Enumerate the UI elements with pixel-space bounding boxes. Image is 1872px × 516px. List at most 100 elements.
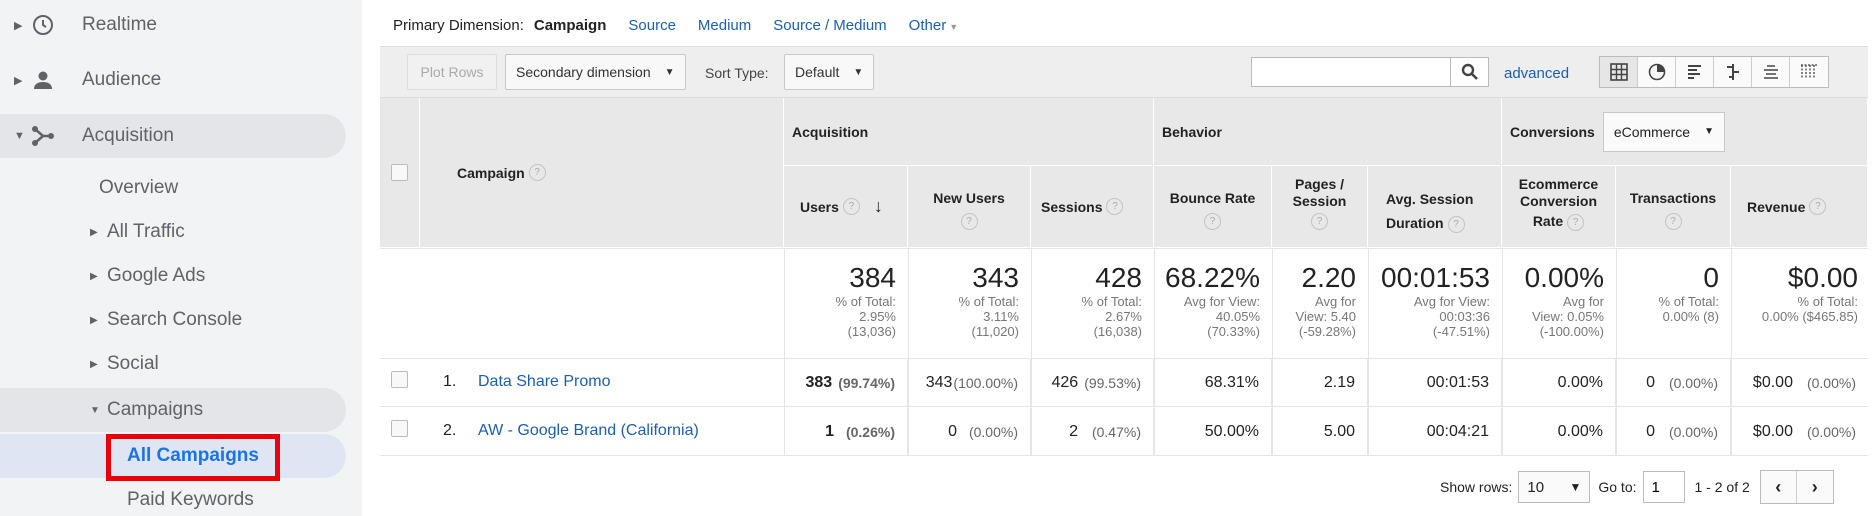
pivot-view-button[interactable] [1790, 57, 1828, 87]
column-divider [1154, 248, 1155, 456]
dimension-source[interactable]: Source [628, 16, 676, 34]
row-checkbox[interactable] [391, 420, 408, 437]
cell-users-pct: (99.74%) [838, 375, 895, 391]
nav-overview[interactable]: Overview [0, 166, 346, 210]
show-rows-select[interactable]: 10 ▼ [1518, 471, 1591, 503]
pages-session-header[interactable]: Pages / Session ? [1272, 166, 1368, 248]
total-sessions: 428 % of Total: 2.67% (16,038) [1031, 262, 1142, 339]
dimension-source-medium[interactable]: Source / Medium [773, 16, 887, 34]
column-divider [1616, 248, 1617, 456]
cell-users: 383 (99.74%) [784, 359, 908, 407]
column-divider [1031, 248, 1032, 456]
cell-revenue: $0.00 (0.00%) [1731, 408, 1868, 456]
ecommerce-rate-header[interactable]: Ecommerce Conversion Rate? [1502, 166, 1616, 248]
next-page-button[interactable]: › [1797, 471, 1833, 503]
select-all-checkbox[interactable] [391, 164, 408, 181]
cell-new-users-value: 0 [948, 423, 957, 440]
ecom-rate-header-label-3: Rate [1532, 213, 1564, 229]
nav-realtime[interactable]: ▶ Realtime [0, 3, 346, 47]
cell-sessions: 426 (99.53%) [1031, 359, 1154, 407]
cell-revenue: $0.00 (0.00%) [1731, 359, 1868, 407]
search-icon [1461, 63, 1478, 80]
dimension-other[interactable]: Other ▼ [909, 17, 958, 34]
nav-all-traffic[interactable]: ▶ All Traffic [0, 210, 346, 254]
data-table-view-button[interactable] [1600, 57, 1638, 87]
nav-audience[interactable]: ▶ Audience [0, 58, 346, 102]
conversions-label: Conversions [1510, 123, 1595, 140]
chevron-down-icon: ▼ [853, 66, 864, 78]
performance-view-button[interactable] [1676, 57, 1714, 87]
pie-view-button[interactable] [1638, 57, 1676, 87]
conversions-select[interactable]: eCommerce ▼ [1602, 111, 1725, 152]
cell-sessions: 2 (0.47%) [1031, 408, 1154, 456]
search-button[interactable] [1451, 57, 1489, 87]
sessions-header[interactable]: Sessions? [1031, 166, 1154, 248]
page-range: 1 - 2 of 2 [1694, 479, 1750, 495]
cell-new-users-pct: (100.00%) [953, 375, 1018, 391]
total-users-value: 384 [849, 262, 896, 293]
nav-campaigns[interactable]: ▼ Campaigns [0, 388, 346, 432]
nav-search-console[interactable]: ▶ Search Console [0, 298, 346, 342]
nav-google-ads[interactable]: ▶ Google Ads [0, 254, 346, 298]
plot-rows-button[interactable]: Plot Rows [407, 54, 497, 90]
advanced-link[interactable]: advanced [1504, 65, 1570, 82]
cell-transactions: 0 (0.00%) [1616, 408, 1731, 456]
sort-type-dropdown[interactable]: Default ▼ [784, 54, 875, 90]
dimension-medium[interactable]: Medium [697, 16, 752, 34]
revenue-header[interactable]: Revenue? [1731, 166, 1868, 248]
dimension-campaign[interactable]: Campaign [533, 16, 607, 34]
help-icon: ? [1567, 213, 1585, 231]
term-cloud-view-button[interactable] [1752, 57, 1790, 87]
row-checkbox[interactable] [391, 371, 408, 388]
sort-down-arrow-icon: ↓ [873, 196, 883, 216]
help-icon: ? [1311, 213, 1328, 230]
campaign-link[interactable]: AW - Google Brand (California) [478, 422, 699, 439]
help-icon: ? [1204, 212, 1221, 230]
users-header[interactable]: Users? ↓ [784, 166, 908, 248]
total-revenue-value: $0.00 [1787, 262, 1858, 293]
campaign-header[interactable]: Campaign? [420, 98, 784, 248]
campaign-link[interactable]: Data Share Promo [478, 373, 611, 390]
nav-all-campaigns[interactable]: All Campaigns [0, 434, 346, 478]
total-sessions-value: 428 [1095, 262, 1142, 293]
bounce-rate-header[interactable]: Bounce Rate? [1154, 166, 1272, 248]
column-divider [1272, 248, 1273, 456]
total-pages-session-value: 2.20 [1301, 262, 1357, 293]
prev-page-button[interactable]: ‹ [1761, 471, 1797, 503]
secondary-dimension-dropdown[interactable]: Secondary dimension ▼ [505, 54, 686, 90]
new-users-header[interactable]: New Users? [908, 166, 1031, 248]
nav-audience-label: Audience [82, 69, 162, 90]
nav-all-campaigns-label: All Campaigns [127, 445, 259, 466]
cell-pages-session: 5.00 [1272, 408, 1368, 456]
bar-chart-icon [1687, 65, 1701, 79]
total-avg-duration-l2: 00:03:36 [1439, 309, 1490, 324]
primary-dimension-label: Primary Dimension: [393, 16, 524, 34]
total-ecom-rate: 0.00% Avg for View: 0.05% (-100.00%) [1502, 262, 1604, 339]
comparison-view-button[interactable] [1714, 57, 1752, 87]
total-sessions-l3: (16,038) [1093, 324, 1142, 339]
view-switcher [1599, 56, 1829, 88]
nav-social[interactable]: ▶ Social [0, 342, 346, 386]
total-new-users-l1: % of Total: [958, 294, 1019, 309]
caret-right-icon: ▶ [90, 358, 98, 370]
clock-icon [30, 12, 56, 38]
table-search-input[interactable] [1251, 57, 1451, 87]
nav-social-label: Social [107, 353, 159, 374]
pie-chart-icon [1648, 63, 1665, 81]
help-icon: ? [842, 198, 860, 215]
cell-avg-duration: 00:04:21 [1368, 408, 1502, 456]
goto-input[interactable] [1642, 471, 1685, 503]
transactions-header[interactable]: Transactions? [1616, 166, 1731, 248]
nav-paid-keywords[interactable]: Paid Keywords [0, 478, 346, 516]
caret-right-icon: ▶ [90, 314, 98, 326]
column-divider [1731, 248, 1732, 456]
cell-transactions-value: 0 [1646, 374, 1655, 391]
cell-users-value: 1 [825, 423, 834, 440]
total-transactions-l2: 0.00% (8) [1662, 309, 1719, 324]
total-ecom-rate-l2: View: 0.05% [1531, 309, 1604, 324]
sidebar: ▶ Realtime ▶ Audience ▼ Acquisition Over… [0, 0, 362, 516]
cell-ecom-rate: 0.00% [1502, 408, 1616, 456]
nav-acquisition[interactable]: ▼ Acquisition [0, 114, 346, 158]
avg-session-duration-header[interactable]: Avg. Session Duration? [1368, 166, 1502, 248]
